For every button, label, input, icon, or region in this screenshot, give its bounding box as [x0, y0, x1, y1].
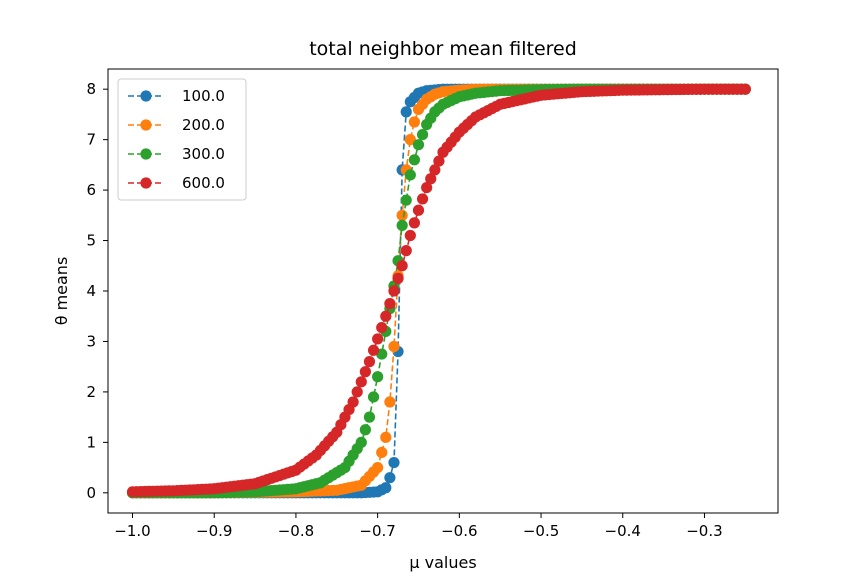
legend: 100.0 200.0 300.0 600.0	[117, 78, 247, 201]
legend-marker	[140, 119, 152, 131]
x-tick-label: −0.7	[359, 522, 395, 540]
x-tick-label: −0.8	[278, 522, 314, 540]
x-axis: −1.0 −0.9 −0.8 −0.7 −0.6 −0.5 −0.4 −0.3	[114, 513, 723, 540]
series-600.0	[126, 83, 751, 498]
data-point	[380, 431, 392, 443]
data-point	[433, 155, 445, 167]
legend-box	[117, 78, 247, 201]
y-tick-label: 4	[86, 282, 96, 300]
data-point	[359, 366, 371, 378]
x-tick-label: −0.3	[686, 522, 722, 540]
data-point	[351, 386, 363, 398]
data-point	[388, 456, 400, 469]
y-tick-label: 5	[86, 232, 96, 250]
data-point	[359, 424, 371, 436]
y-tick-label: 6	[86, 181, 96, 199]
data-point	[384, 396, 396, 408]
y-tick-label: 3	[86, 332, 96, 350]
legend-entry: 600.0	[128, 174, 225, 192]
y-tick-label: 1	[86, 433, 96, 451]
data-point	[408, 116, 420, 128]
legend-marker	[140, 148, 152, 160]
data-point	[355, 376, 367, 388]
data-point	[355, 436, 367, 448]
y-tick-label: 0	[86, 484, 96, 502]
data-point	[363, 411, 376, 423]
data-point	[408, 217, 420, 229]
y-axis-label: θ means	[52, 257, 71, 326]
y-tick-label: 8	[86, 80, 96, 98]
data-point	[392, 272, 404, 284]
data-point	[380, 482, 392, 494]
data-point	[372, 371, 384, 383]
data-point	[367, 391, 380, 403]
data-point	[416, 128, 429, 141]
data-point	[408, 154, 420, 166]
data-point	[412, 139, 425, 151]
y-axis: 0 1 2 3 4 5 6 7 8	[86, 80, 108, 502]
data-point	[363, 356, 376, 368]
series-layer	[126, 83, 751, 499]
data-point	[384, 298, 396, 310]
legend-marker	[140, 177, 152, 189]
data-point	[416, 193, 429, 205]
x-tick-label: −0.9	[196, 522, 232, 540]
legend-entry: 200.0	[128, 116, 225, 134]
x-tick-label: −0.6	[441, 522, 477, 540]
legend-label: 300.0	[182, 145, 225, 163]
data-point	[384, 472, 396, 484]
chart-title: total neighbor mean filtered	[309, 38, 577, 60]
data-point	[739, 83, 751, 95]
legend-label: 600.0	[182, 174, 225, 192]
legend-label: 200.0	[182, 116, 225, 134]
legend-label: 100.0	[182, 87, 225, 105]
data-point	[367, 344, 380, 356]
data-point	[400, 245, 412, 257]
data-point	[388, 285, 400, 297]
y-tick-label: 7	[86, 131, 96, 149]
data-point	[404, 169, 416, 181]
data-point	[376, 321, 388, 334]
legend-entry: 100.0	[128, 87, 225, 105]
data-point	[388, 340, 400, 353]
data-point	[400, 106, 412, 118]
legend-entry: 300.0	[128, 145, 225, 163]
data-point	[347, 396, 359, 408]
data-point	[372, 461, 384, 474]
data-point	[396, 260, 408, 272]
x-axis-label: μ values	[409, 553, 476, 572]
x-tick-label: −0.4	[605, 522, 641, 540]
data-point	[372, 333, 384, 345]
data-point	[400, 194, 412, 206]
data-point	[404, 229, 416, 242]
y-tick-label: 2	[86, 383, 96, 401]
data-point	[404, 134, 416, 146]
x-tick-label: −1.0	[114, 522, 150, 540]
legend-marker	[140, 90, 152, 102]
data-point	[425, 173, 437, 185]
data-point	[421, 181, 433, 194]
data-point	[396, 209, 408, 221]
data-point	[396, 219, 408, 232]
x-tick-label: −0.5	[523, 522, 559, 540]
data-point	[412, 204, 425, 216]
data-point	[376, 446, 388, 459]
data-point	[429, 164, 441, 176]
data-point	[380, 310, 392, 322]
